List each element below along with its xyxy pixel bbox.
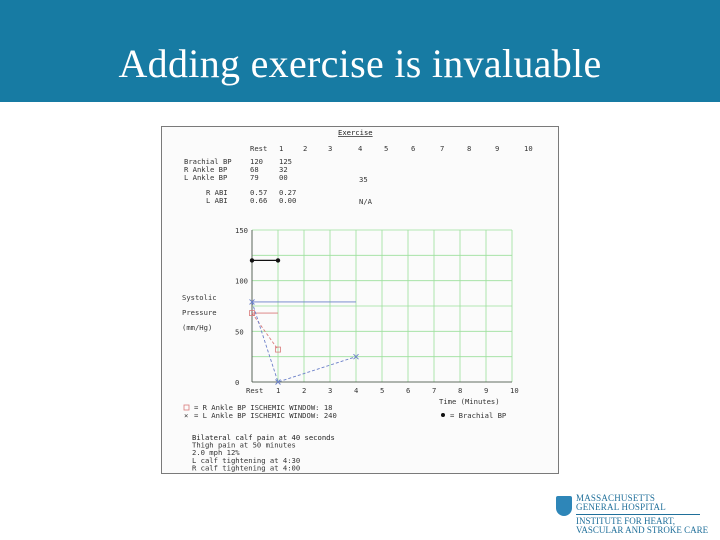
extra-value-35: 35 (359, 175, 368, 184)
row-2-value-0: 79 (250, 173, 259, 182)
row-label-3: R ABI (206, 188, 228, 197)
note-line-0: Bilateral calf pain at 40 seconds (192, 433, 335, 442)
note-line-4: R calf tightening at 4:00 (192, 463, 300, 472)
stage-col-6: 6 (411, 144, 415, 153)
legend-r-ankle-marker (183, 404, 190, 411)
x-tick-2: 2 (302, 386, 306, 395)
stage-col-4: 4 (358, 144, 362, 153)
note-line-1: Thigh pain at 50 minutes (192, 441, 296, 450)
row-1-value-1: 32 (279, 165, 288, 174)
legend-brachial-marker (441, 413, 445, 417)
legend-l-ankle-marker: × (184, 411, 188, 420)
logo-line-1: MASSACHUSETTS (576, 493, 656, 503)
row-4-value-1: 0.00 (279, 196, 296, 205)
x-axis-label: Time (Minutes) (439, 397, 500, 406)
bp-table: Brachial BP 120 125 R Ankle BP 68 32 L Ankle B… (184, 157, 296, 205)
point-l-ankle-bp-2 (353, 353, 359, 360)
row-3-value-0: 0.57 (250, 188, 267, 197)
stage-col-10: 10 (524, 144, 533, 153)
stage-col-3: 3 (328, 144, 332, 153)
x-tick-7: 7 (432, 386, 436, 395)
note-line-3: L calf tightening at 4:30 (192, 456, 300, 465)
stage-col-9: 9 (495, 144, 499, 153)
point-r-ankle-bp-1 (275, 346, 281, 353)
logo-divider (576, 514, 700, 515)
pressure-chart: 0 50 100 150 Rest 1 2 3 4 5 6 7 8 9 10 (235, 226, 519, 395)
logo-line-3: INSTITUTE FOR HEART, (576, 516, 676, 526)
series-r-ankle-bp (251, 312, 279, 350)
mgh-shield-icon (556, 496, 572, 516)
row-label-1: R Ankle BP (184, 165, 227, 174)
stage-col-1: 1 (279, 144, 283, 153)
x-tick-3: 3 (328, 386, 332, 395)
row-3-value-1: 0.27 (279, 188, 296, 197)
point-l-ankle-bp-0 (249, 299, 255, 305)
slide-title: Adding exercise is invaluable (118, 41, 602, 86)
stage-col-0: Rest (250, 144, 267, 153)
exercise-heading: Exercise (338, 128, 373, 137)
logo-line-4: VASCULAR AND STROKE CARE (576, 525, 709, 535)
x-tick-10: 10 (510, 386, 519, 395)
point-l-ankle-bp-1 (275, 379, 281, 385)
title-banner: Adding exercise is invaluable (0, 0, 720, 102)
legend-r-ankle: = R Ankle BP ISCHEMIC WINDOW: 18 (194, 403, 332, 412)
exercise-test-figure: Exercise Rest 1 2 3 4 5 6 7 8 9 10 Brachial BP 120 1… (182, 128, 533, 472)
x-tick-9: 9 (484, 386, 488, 395)
x-tick-5: 5 (380, 386, 384, 395)
row-0-value-1: 125 (279, 157, 292, 166)
point-r-ankle-bp-0 (249, 310, 255, 316)
stage-col-8: 8 (467, 144, 471, 153)
ylabel-line-1: Systolic (182, 293, 217, 302)
extra-value-na: N/A (359, 197, 373, 206)
mgh-logo: MASSACHUSETTS GENERAL HOSPITAL INSTITUTE… (556, 493, 716, 537)
legend-brachial: = Brachial BP (450, 411, 506, 420)
y-tick-0: 0 (235, 378, 239, 387)
legend-l-ankle: = L Ankle BP ISCHEMIC WINDOW: 240 (194, 411, 337, 420)
x-tick-1: 1 (276, 386, 280, 395)
stage-col-5: 5 (384, 144, 388, 153)
y-tick-50: 50 (235, 327, 244, 336)
ylabel-line-3: (mm/Hg) (182, 323, 212, 332)
row-2-value-1: 00 (279, 173, 288, 182)
x-tick-0: Rest (246, 386, 263, 395)
stage-columns: Rest 1 2 3 4 5 6 7 8 9 10 (250, 144, 533, 153)
logo-line-2: GENERAL HOSPITAL (576, 502, 666, 512)
row-1-value-0: 68 (250, 165, 259, 174)
y-tick-150: 150 (235, 226, 248, 235)
stage-col-7: 7 (440, 144, 444, 153)
y-tick-100: 100 (235, 277, 248, 286)
scanned-document: Exercise Rest 1 2 3 4 5 6 7 8 9 10 Brachial BP 120 1… (161, 126, 559, 474)
stage-col-2: 2 (303, 144, 307, 153)
note-line-2: 2.0 mph 12% (192, 448, 240, 457)
row-0-value-0: 120 (250, 157, 263, 166)
point-brachial-bp-0 (249, 258, 255, 263)
point-brachial-bp-1 (275, 258, 281, 263)
x-tick-8: 8 (458, 386, 462, 395)
ylabel-line-2: Pressure (182, 308, 217, 317)
row-label-2: L Ankle BP (184, 173, 227, 182)
x-tick-6: 6 (406, 386, 410, 395)
x-tick-4: 4 (354, 386, 358, 395)
row-4-value-0: 0.66 (250, 196, 267, 205)
row-label-4: L ABI (206, 196, 228, 205)
row-label-0: Brachial BP (184, 157, 232, 166)
